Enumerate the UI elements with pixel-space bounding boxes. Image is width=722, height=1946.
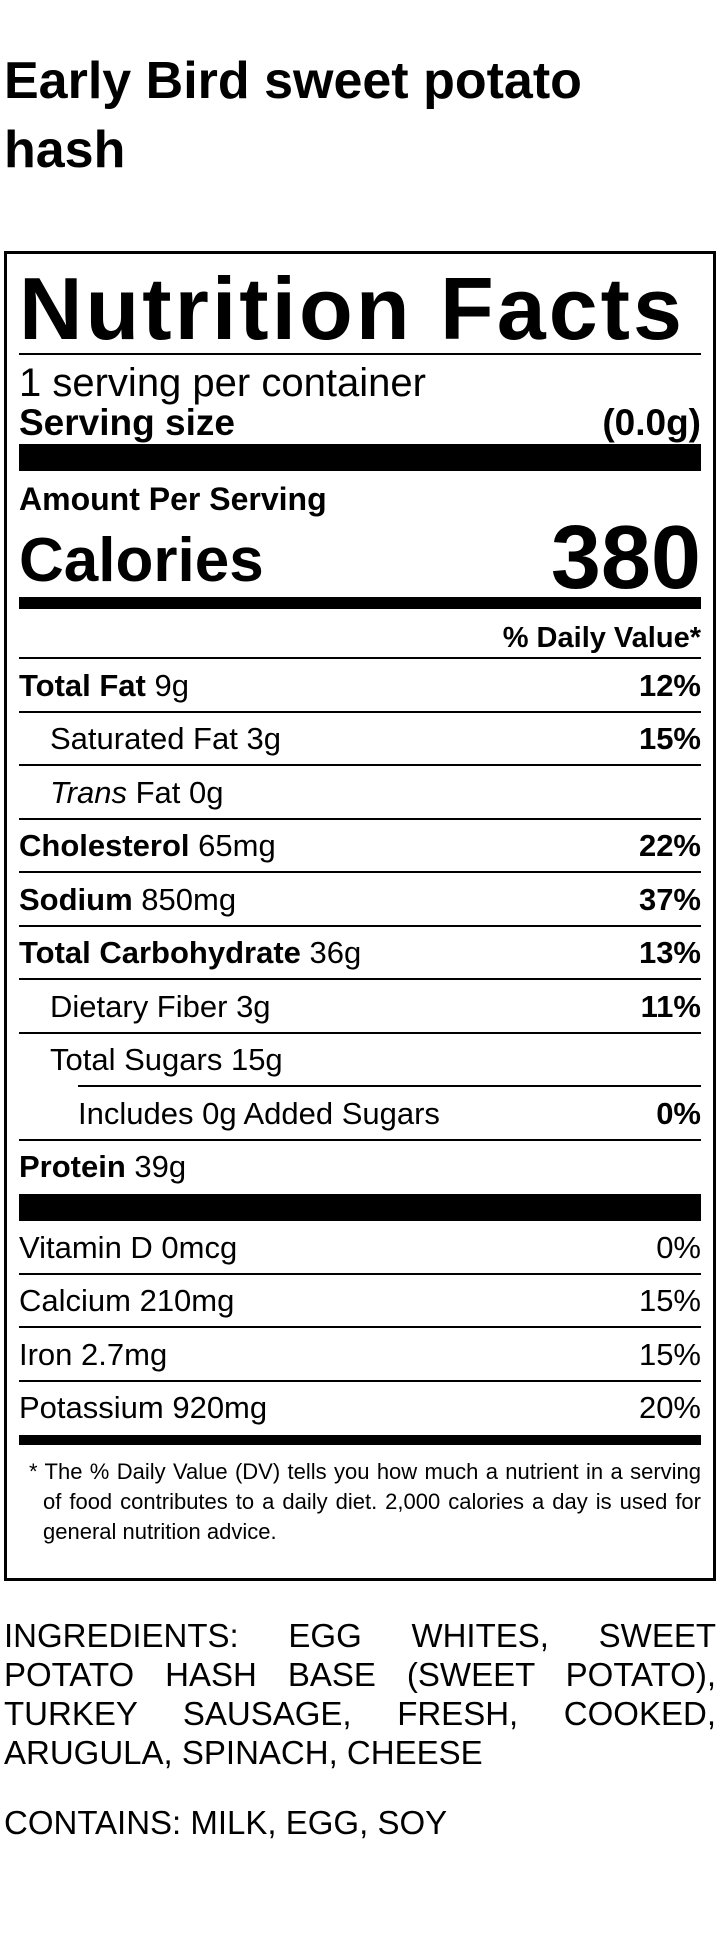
vitamin-name: Potassium 920mg: [19, 1390, 268, 1426]
allergens: CONTAINS: MILK, EGG, SOY: [4, 1804, 448, 1841]
rule: [19, 710, 701, 713]
nutrient-row: Total Carbohydrate 36g 13%: [19, 927, 701, 980]
nutrient-dv: 15%: [638, 721, 701, 757]
nutrient-amount: 0g: [189, 774, 224, 810]
rule: [19, 871, 701, 873]
nutrient-row: Total Sugars 15g: [19, 1034, 701, 1087]
nutrient-row: Dietary Fiber 3g 11%: [19, 980, 701, 1034]
vitamin-name: Vitamin D 0mcg: [19, 1229, 238, 1265]
nutrient-left: Total Carbohydrate 36g: [19, 935, 361, 971]
nutrient-amount: 39g: [134, 1149, 187, 1185]
calories-label: Calories: [19, 526, 264, 595]
nutrient-name: Trans: [50, 774, 127, 810]
nutrient-name: Saturated Fat: [50, 721, 238, 757]
vitamin-row: Potassium 920mg 20%: [19, 1382, 701, 1436]
nutrient-name: Sodium: [19, 881, 133, 917]
serving-size-label: Serving size: [19, 402, 235, 443]
servings: 1 serving per container: [19, 361, 426, 405]
nutrient-row: Saturated Fat 3g 15%: [19, 713, 701, 766]
calories-row: Calories 380: [19, 513, 701, 609]
nutrient-dv: 37%: [638, 881, 701, 917]
nutrient-left: Dietary Fiber 3g: [19, 989, 271, 1025]
nutrient-dv: 0%: [656, 1095, 701, 1131]
nutrient-dv: 12%: [638, 667, 701, 703]
vitamin-row: Vitamin D 0mcg 0%: [19, 1221, 701, 1275]
nutrient-name: Protein: [19, 1149, 126, 1185]
rule: [19, 978, 701, 980]
nutrient-left: Protein 39g: [19, 1149, 186, 1185]
footnote-text: The % Daily Value (DV) tells you how muc…: [43, 1459, 701, 1544]
vitamin-dv: 15%: [638, 1336, 701, 1372]
nutrient-left: Sodium 850mg: [19, 882, 236, 918]
nutrient-amount: 36g: [309, 935, 362, 971]
nutrient-row: Sodium 850mg 37%: [19, 873, 701, 927]
nutrient-left: Total Fat 9g: [19, 668, 189, 704]
nutrient-amount: 3g: [246, 721, 281, 757]
nutrient-name-suffix: Fat: [135, 774, 181, 810]
divider: [19, 1194, 701, 1221]
vitamin-list: Vitamin D 0mcg 0% Calcium 210mg 15% Iron 2.7…: [19, 1221, 701, 1435]
rule: [19, 1379, 701, 1382]
vitamin-row: Iron 2.7mg 15%: [19, 1328, 701, 1382]
nutrient-name: Total Fat: [19, 667, 146, 703]
product-title: Early Bird sweet potato hash: [4, 52, 582, 179]
nutrient-amount: 15g: [230, 1042, 283, 1078]
rule: [19, 817, 701, 820]
nutrient-left: Saturated Fat 3g: [19, 721, 281, 757]
nutrient-amount: 850mg: [141, 881, 237, 917]
nutrient-amount: 9g: [154, 667, 189, 703]
nutrient-name: Total Sugars: [50, 1042, 223, 1078]
vitamin-name: Calcium 210mg: [19, 1283, 235, 1319]
footnote: * The % Daily Value (DV) tells you how m…: [29, 1459, 701, 1544]
nutrient-left: Trans Fat 0g: [19, 775, 223, 811]
nutrition-label: Nutrition Facts 1 serving per container …: [4, 251, 716, 1581]
nutrient-amount: 3g: [236, 988, 271, 1024]
nutrient-row: Total Fat 9g 12%: [19, 659, 701, 713]
nutrient-row: Includes 0g Added Sugars 0%: [19, 1087, 701, 1141]
calories-value: 380: [550, 508, 701, 608]
vitamin-row: Calcium 210mg 15%: [19, 1275, 701, 1328]
nutrient-amount: 65mg: [198, 828, 276, 864]
nutrient-left: Total Sugars 15g: [19, 1042, 283, 1078]
nutrient-row: Cholesterol 65mg 22%: [19, 820, 701, 873]
nutrient-row: Protein 39g: [19, 1141, 701, 1195]
nutrient-left: Includes 0g Added Sugars: [19, 1096, 440, 1132]
daily-value-header: % Daily Value*: [19, 609, 701, 659]
vitamin-dv: 20%: [638, 1390, 701, 1426]
nutrient-dv: 13%: [638, 935, 701, 971]
rule: [19, 1138, 701, 1141]
vitamin-dv: 0%: [656, 1229, 701, 1265]
divider: [19, 1435, 701, 1445]
rule: [19, 1272, 701, 1275]
label-heading: Nutrition Facts: [19, 254, 701, 358]
vitamin-dv: 15%: [638, 1283, 701, 1319]
nutrient-dv: 22%: [638, 828, 701, 864]
rule: [19, 1031, 701, 1034]
nutrient-name: Includes 0g Added Sugars: [78, 1095, 440, 1131]
ingredients: INGREDIENTS: EGG WHITES, SWEET POTATO HA…: [4, 1617, 716, 1771]
rule: [19, 924, 701, 927]
nutrient-list: Total Fat 9g 12% Saturated Fat 3g 15% Trans …: [19, 659, 701, 1194]
nutrient-left: Cholesterol 65mg: [19, 828, 276, 864]
vitamin-name: Iron 2.7mg: [19, 1336, 168, 1372]
rule: [19, 1326, 701, 1328]
nutrient-dv: 11%: [640, 988, 701, 1024]
serving-size-row: Serving size (0.0g): [19, 403, 701, 471]
nutrient-name: Dietary Fiber: [50, 988, 228, 1024]
nutrient-name: Cholesterol: [19, 828, 190, 864]
nutrient-name: Total Carbohydrate: [19, 935, 301, 971]
nutrient-row: Trans Fat 0g: [19, 766, 701, 820]
amount-per-serving: Amount Per Serving: [19, 481, 327, 517]
serving-size: (0.0g): [602, 402, 701, 443]
rule: [78, 1085, 701, 1087]
rule: [19, 764, 701, 766]
